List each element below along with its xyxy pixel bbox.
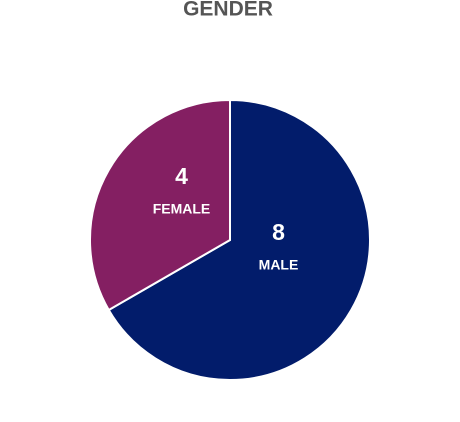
pie-slice xyxy=(89,98,231,312)
slice-value: 8 xyxy=(272,219,285,245)
slice-value: 4 xyxy=(175,163,188,189)
pie-slice xyxy=(107,98,371,381)
chart-title: GENDER xyxy=(183,0,273,21)
slice-label: FEMALE xyxy=(153,201,211,217)
slice-label: MALE xyxy=(259,257,299,273)
